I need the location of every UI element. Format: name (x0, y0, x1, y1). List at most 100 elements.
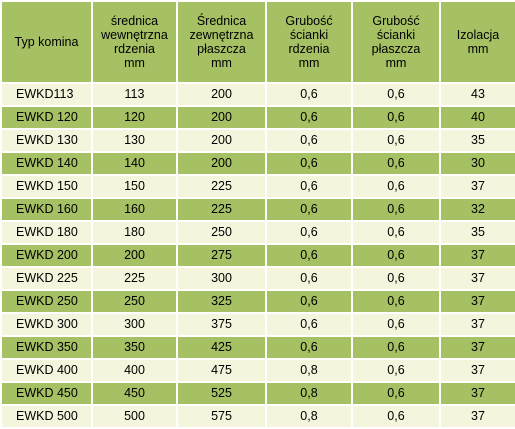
cell-typ-komina: EWKD 120 (0, 105, 93, 130)
cell-srednica-rdzenia: 120 (91, 105, 178, 130)
table-row: EWKD 450 450 525 0,8 0,6 37 (0, 381, 515, 406)
cell-typ-komina: EWKD 160 (0, 197, 93, 222)
cell-grubosc-plaszcza: 0,6 (351, 289, 441, 314)
header-row: Typ komina średnica wewnętrzna rdzenia mm Śre… (0, 0, 515, 84)
table-row: EWKD113 113 200 0,6 0,6 43 (0, 82, 515, 107)
cell-srednica-rdzenia: 160 (91, 197, 178, 222)
cell-grubosc-plaszcza: 0,6 (351, 128, 441, 153)
cell-grubosc-rdzenia: 0,6 (265, 266, 353, 291)
header-grubosc-rdzenia: Grubość ścianki rdzenia mm (265, 0, 353, 84)
cell-srednica-plaszcza: 200 (176, 82, 267, 107)
cell-izolacja: 37 (439, 243, 515, 268)
cell-typ-komina: EWKD 350 (0, 335, 93, 360)
cell-grubosc-plaszcza: 0,6 (351, 174, 441, 199)
cell-srednica-rdzenia: 400 (91, 358, 178, 383)
header-text-line: Grubość (372, 14, 420, 28)
header-text-line: ścianki (376, 28, 416, 42)
cell-izolacja: 37 (439, 335, 515, 360)
cell-typ-komina: EWKD 180 (0, 220, 93, 245)
cell-grubosc-rdzenia: 0,6 (265, 335, 353, 360)
cell-grubosc-rdzenia: 0,6 (265, 151, 353, 176)
cell-srednica-plaszcza: 475 (176, 358, 267, 383)
cell-grubosc-plaszcza: 0,6 (351, 105, 441, 130)
cell-grubosc-rdzenia: 0,6 (265, 197, 353, 222)
cell-grubosc-rdzenia: 0,6 (265, 289, 353, 314)
cell-izolacja: 35 (439, 220, 515, 245)
header-text-line: płaszcza (197, 42, 246, 56)
table-row: EWKD 180 180 250 0,6 0,6 35 (0, 220, 515, 245)
cell-izolacja: 37 (439, 381, 515, 406)
cell-typ-komina: EWKD 150 (0, 174, 93, 199)
cell-srednica-plaszcza: 525 (176, 381, 267, 406)
table-row: EWKD 200 200 275 0,6 0,6 37 (0, 243, 515, 268)
cell-izolacja: 43 (439, 82, 515, 107)
cell-izolacja: 40 (439, 105, 515, 130)
header-text-line: rdzenia (288, 42, 330, 56)
cell-izolacja: 35 (439, 128, 515, 153)
cell-grubosc-rdzenia: 0,6 (265, 220, 353, 245)
cell-izolacja: 37 (439, 404, 515, 429)
header-text-line: mm (467, 42, 489, 56)
cell-typ-komina: EWKD 250 (0, 289, 93, 314)
table-row: EWKD 160 160 225 0,6 0,6 32 (0, 197, 515, 222)
cell-srednica-plaszcza: 425 (176, 335, 267, 360)
cell-izolacja: 30 (439, 151, 515, 176)
cell-grubosc-plaszcza: 0,6 (351, 358, 441, 383)
cell-izolacja: 37 (439, 312, 515, 337)
cell-srednica-rdzenia: 180 (91, 220, 178, 245)
cell-srednica-plaszcza: 200 (176, 105, 267, 130)
cell-srednica-rdzenia: 150 (91, 174, 178, 199)
cell-grubosc-plaszcza: 0,6 (351, 312, 441, 337)
cell-srednica-rdzenia: 225 (91, 266, 178, 291)
cell-srednica-plaszcza: 575 (176, 404, 267, 429)
header-text-line: ścianki (289, 28, 329, 42)
cell-srednica-plaszcza: 225 (176, 197, 267, 222)
cell-srednica-rdzenia: 350 (91, 335, 178, 360)
cell-izolacja: 37 (439, 358, 515, 383)
cell-srednica-rdzenia: 113 (91, 82, 178, 107)
cell-typ-komina: EWKD 225 (0, 266, 93, 291)
cell-izolacja: 37 (439, 289, 515, 314)
cell-grubosc-rdzenia: 0,6 (265, 243, 353, 268)
table-body: EWKD113 113 200 0,6 0,6 43 EWKD 120 120 200 0,6 0,… (0, 82, 515, 429)
header-izolacja: Izolacja mm (439, 0, 515, 84)
header-text-line: mm (211, 56, 232, 70)
cell-typ-komina: EWKD 200 (0, 243, 93, 268)
header-text-line: Średnica (196, 14, 247, 28)
table-row: EWKD 500 500 575 0,8 0,6 37 (0, 404, 515, 429)
cell-grubosc-plaszcza: 0,6 (351, 243, 441, 268)
header-text-line: mm (124, 56, 145, 70)
cell-izolacja: 37 (439, 174, 515, 199)
header-srednica-rdzenia: średnica wewnętrzna rdzenia mm (91, 0, 178, 84)
cell-grubosc-rdzenia: 0,6 (265, 105, 353, 130)
header-text-line: płaszcza (371, 42, 421, 56)
table-row: EWKD 350 350 425 0,6 0,6 37 (0, 335, 515, 360)
cell-grubosc-rdzenia: 0,6 (265, 174, 353, 199)
cell-typ-komina: EWKD 450 (0, 381, 93, 406)
cell-grubosc-rdzenia: 0,6 (265, 312, 353, 337)
header-text-line: Typ komina (14, 35, 79, 49)
header-text-line: zewnętrzna (189, 28, 254, 42)
header-typ-komina: Typ komina (0, 0, 93, 84)
cell-srednica-plaszcza: 325 (176, 289, 267, 314)
cell-izolacja: 37 (439, 266, 515, 291)
cell-grubosc-plaszcza: 0,6 (351, 82, 441, 107)
cell-srednica-rdzenia: 500 (91, 404, 178, 429)
table-row: EWKD 400 400 475 0,8 0,6 37 (0, 358, 515, 383)
cell-srednica-plaszcza: 375 (176, 312, 267, 337)
cell-srednica-rdzenia: 200 (91, 243, 178, 268)
cell-grubosc-plaszcza: 0,6 (351, 266, 441, 291)
cell-grubosc-plaszcza: 0,6 (351, 335, 441, 360)
cell-srednica-plaszcza: 275 (176, 243, 267, 268)
cell-izolacja: 32 (439, 197, 515, 222)
header-text-line: mm (385, 56, 407, 70)
cell-grubosc-plaszcza: 0,6 (351, 151, 441, 176)
cell-grubosc-plaszcza: 0,6 (351, 220, 441, 245)
cell-grubosc-plaszcza: 0,6 (351, 197, 441, 222)
header-text-line: wewnętrzna (101, 28, 168, 42)
header-text-line: Grubość (285, 14, 333, 28)
cell-srednica-rdzenia: 130 (91, 128, 178, 153)
cell-typ-komina: EWKD113 (0, 82, 93, 107)
header-text-line: Izolacja (456, 28, 500, 42)
